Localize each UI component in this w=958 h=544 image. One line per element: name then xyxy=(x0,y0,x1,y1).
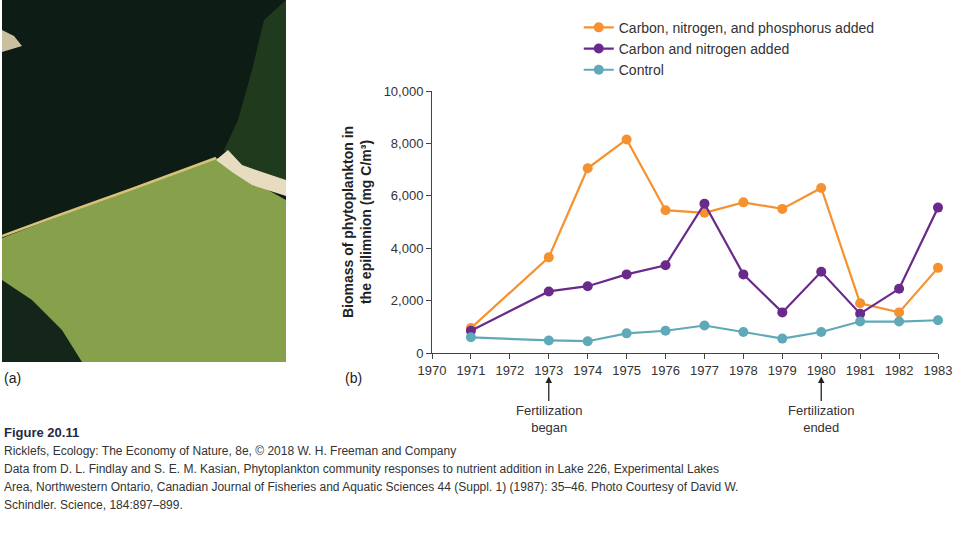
svg-text:Control: Control xyxy=(619,62,664,78)
svg-text:1970: 1970 xyxy=(418,363,447,378)
html-text:Area, Northwestern Ontario, Ca: Area, Northwestern Ontario, Canadian Jou… xyxy=(4,480,739,494)
svg-text:Carbon, nitrogen, and phosphor: Carbon, nitrogen, and phosphorus added xyxy=(619,20,874,36)
svg-text:1982: 1982 xyxy=(885,363,914,378)
html-text:Data from D. L. Findlay and S.: Data from D. L. Findlay and S. E. M. Kas… xyxy=(4,462,719,476)
svg-text:1975: 1975 xyxy=(612,363,641,378)
svg-text:1983: 1983 xyxy=(924,363,953,378)
svg-text:1973: 1973 xyxy=(534,363,563,378)
svg-text:Fertilizationbegan: Fertilizationbegan xyxy=(516,403,582,435)
svg-text:8,000: 8,000 xyxy=(391,136,424,151)
svg-text:1976: 1976 xyxy=(651,363,680,378)
svg-text:10,000: 10,000 xyxy=(384,84,424,99)
svg-text:Biomass of phytoplankton inthe: Biomass of phytoplankton inthe epilimnio… xyxy=(340,126,374,318)
svg-text:1974: 1974 xyxy=(573,363,602,378)
html-text:(b): (b) xyxy=(345,370,363,386)
svg-text:1980: 1980 xyxy=(807,363,836,378)
svg-text:4,000: 4,000 xyxy=(391,241,424,256)
svg-text:6,000: 6,000 xyxy=(391,188,424,203)
html-text:Ricklefs, Ecology: The Economy: Ricklefs, Ecology: The Economy of Nature… xyxy=(4,444,457,458)
svg-text:1978: 1978 xyxy=(729,363,758,378)
svg-text:Carbon and nitrogen added: Carbon and nitrogen added xyxy=(619,41,789,57)
html-text:Figure 20.11: Figure 20.11 xyxy=(4,425,80,440)
svg-text:1977: 1977 xyxy=(690,363,719,378)
svg-text:1979: 1979 xyxy=(768,363,797,378)
svg-text:1972: 1972 xyxy=(495,363,524,378)
svg-text:0: 0 xyxy=(416,346,423,361)
svg-text:Fertilizationended: Fertilizationended xyxy=(788,403,854,435)
svg-text:1971: 1971 xyxy=(456,363,485,378)
svg-text:2,000: 2,000 xyxy=(391,293,424,308)
svg-text:1981: 1981 xyxy=(846,363,875,378)
html-text:Schindler. Science, 184:897–89: Schindler. Science, 184:897–899. xyxy=(4,498,183,512)
html-text:(a): (a) xyxy=(4,370,22,386)
